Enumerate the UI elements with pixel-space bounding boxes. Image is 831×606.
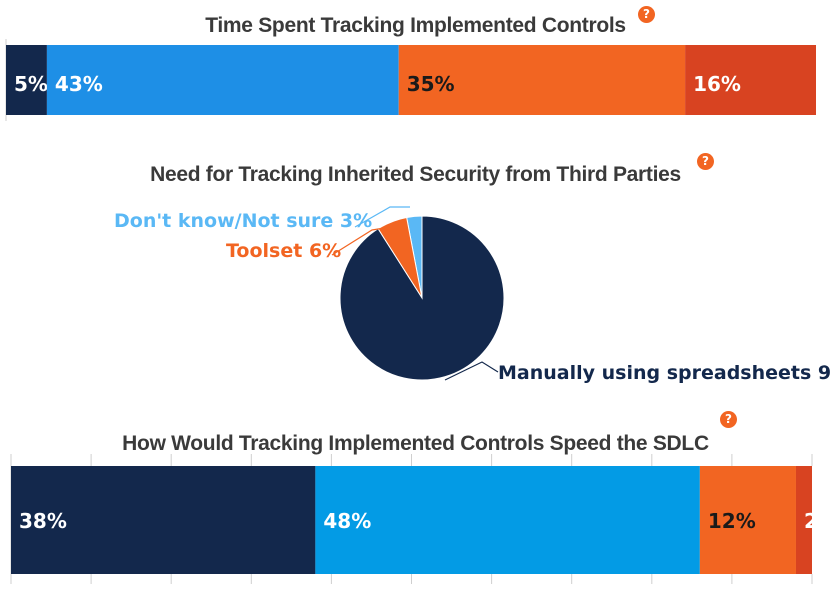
pie-connector-line (444, 361, 499, 381)
chart3-title: How Would Tracking Implemented Controls … (122, 432, 709, 455)
chart3-help-icon[interactable]: ? (720, 411, 737, 428)
pie-connector-line (331, 227, 385, 256)
chart3-bar-segment[interactable] (11, 466, 316, 574)
pie-data-label: Toolset 6% (226, 240, 341, 262)
chart3-data-label: 12% (708, 509, 756, 533)
chart3-data-label: 2% (804, 509, 831, 533)
chart1-data-label: 43% (55, 72, 103, 96)
chart3-bar-segment[interactable] (315, 466, 700, 574)
chart3-bar-segment[interactable] (699, 466, 796, 574)
chart2-title: Need for Tracking Inherited Security fro… (150, 163, 681, 186)
chart1-bar-segment[interactable] (6, 45, 47, 115)
chart1-data-label: 35% (407, 72, 455, 96)
chart2-help-icon[interactable]: ? (697, 153, 714, 170)
chart3-bar-segment[interactable] (795, 466, 812, 574)
pie-data-label: Manually using spreadsheets 91% (498, 362, 831, 384)
pie-data-label: Don't know/Not sure 3% (114, 210, 372, 232)
chart1-bar-segment[interactable] (398, 45, 686, 115)
pie-connector-line (354, 206, 410, 228)
chart3-data-label: 38% (19, 509, 67, 533)
chart1-bar-segment[interactable] (46, 45, 399, 115)
pie-slice[interactable] (339, 215, 505, 381)
chart1-data-label: 5% (14, 72, 48, 96)
chart1-bar-segment[interactable] (685, 45, 816, 115)
chart3-data-label: 48% (323, 509, 371, 533)
chart1-help-icon[interactable]: ? (638, 6, 655, 23)
chart1-title: Time Spent Tracking Implemented Controls (205, 14, 626, 37)
chart1-data-label: 16% (693, 72, 741, 96)
